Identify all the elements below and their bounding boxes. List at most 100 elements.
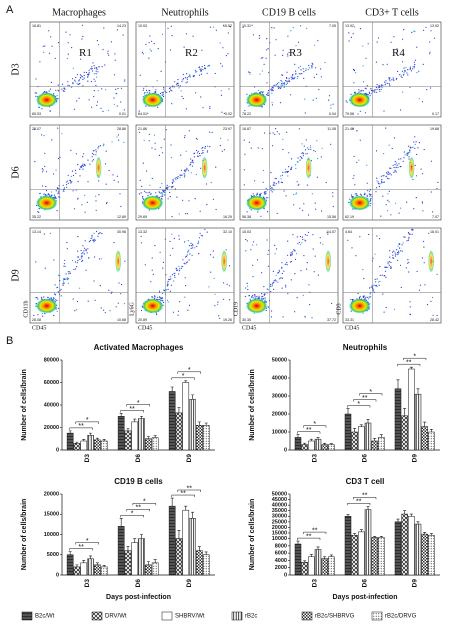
event-dot	[393, 308, 395, 310]
event-dot	[406, 72, 408, 74]
bar	[401, 513, 408, 576]
bar	[351, 431, 358, 451]
y-tick-label: 40000	[44, 402, 59, 408]
bar	[182, 509, 190, 576]
event-dot	[96, 76, 98, 78]
event-dot	[44, 45, 46, 47]
event-dot	[395, 78, 397, 80]
event-dot	[55, 169, 57, 171]
event-dot	[382, 175, 384, 177]
event-dot	[207, 65, 209, 67]
event-dot	[219, 42, 221, 44]
event-dot	[186, 254, 188, 256]
event-dot	[181, 95, 183, 98]
event-dot	[275, 183, 277, 185]
x-axis-label: Days post-infection	[333, 594, 398, 601]
y-axis-label: Number of cells/brain	[21, 369, 28, 441]
event-dot	[86, 76, 89, 78]
event-dot	[227, 32, 229, 34]
event-dot	[48, 52, 51, 54]
event-dot	[301, 143, 303, 145]
event-dot	[393, 250, 395, 252]
error-bar	[346, 408, 350, 414]
event-dot	[186, 78, 188, 80]
event-dot	[215, 208, 217, 211]
event-dot	[374, 253, 376, 255]
event-dot	[188, 130, 190, 132]
event-dot	[254, 296, 256, 298]
event-dot	[190, 158, 192, 160]
event-dot	[82, 85, 84, 87]
event-dot	[428, 232, 430, 234]
event-dot	[147, 194, 149, 196]
event-dot	[290, 251, 292, 254]
quadrant-value: 21.86	[138, 127, 147, 131]
event-dot	[408, 236, 410, 238]
event-dot	[43, 135, 45, 137]
error-bar	[423, 532, 427, 535]
y-tick-label: 0	[56, 447, 59, 453]
event-dot	[407, 153, 409, 155]
event-dot	[105, 183, 107, 185]
event-dot	[97, 90, 99, 92]
panel-label: A	[6, 4, 14, 16]
event-dot	[359, 236, 361, 238]
event-dot	[82, 35, 84, 38]
error-bar	[409, 366, 413, 369]
event-dot	[316, 73, 318, 75]
event-dot	[157, 48, 159, 50]
event-dot	[190, 162, 192, 164]
event-dot	[278, 270, 280, 272]
event-dot	[269, 185, 271, 187]
event-dot	[223, 282, 225, 284]
event-dot	[288, 152, 290, 154]
event-dot	[190, 247, 192, 249]
quadrant-value: 78.22	[242, 112, 251, 116]
event-dot	[226, 283, 228, 285]
event-dot	[220, 94, 222, 96]
event-dot	[264, 132, 266, 134]
event-dot	[77, 83, 79, 86]
event-dot	[268, 71, 270, 74]
event-dot	[79, 258, 81, 260]
event-dot	[161, 192, 164, 194]
event-dot	[177, 314, 179, 316]
error-bar	[119, 413, 123, 417]
event-dot	[161, 194, 163, 196]
density-core	[35, 92, 58, 108]
event-dot	[69, 179, 72, 181]
event-dot	[161, 298, 163, 300]
bar	[168, 391, 176, 451]
event-dot	[171, 103, 173, 105]
event-dot	[264, 297, 266, 299]
event-dot	[82, 163, 84, 165]
bar	[321, 558, 328, 576]
event-dot	[282, 49, 284, 51]
event-dot	[369, 95, 371, 97]
quadrant-value: 30.35	[242, 318, 251, 322]
event-dot	[162, 261, 164, 263]
event-dot	[99, 145, 101, 147]
event-dot	[175, 179, 177, 181]
event-dot	[160, 297, 162, 299]
quadrant-value: 37.72	[327, 318, 336, 322]
event-dot	[387, 266, 389, 268]
event-dot	[36, 296, 38, 299]
significance-bracket	[126, 509, 150, 512]
bar	[151, 562, 159, 576]
event-dot	[382, 293, 384, 295]
event-dot	[368, 91, 370, 93]
event-dot	[403, 157, 405, 159]
event-dot	[261, 296, 263, 298]
event-dot	[276, 212, 278, 214]
event-dot	[376, 187, 378, 189]
event-dot	[102, 110, 104, 112]
event-dot	[278, 133, 280, 135]
event-dot	[175, 267, 177, 269]
event-dot	[412, 68, 414, 70]
error-bar	[75, 564, 79, 567]
event-dot	[388, 77, 390, 79]
event-dot	[406, 240, 408, 242]
event-dot	[80, 166, 82, 169]
event-dot	[180, 174, 182, 176]
